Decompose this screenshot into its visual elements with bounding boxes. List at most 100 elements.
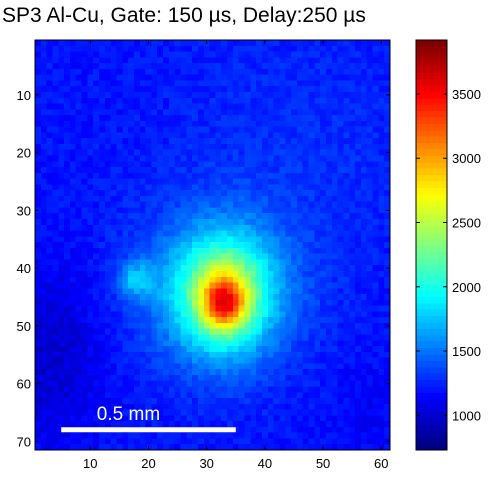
heatmap-cell <box>349 282 356 289</box>
heatmap-cell <box>366 74 374 82</box>
heatmap-cell <box>110 334 118 341</box>
heatmap-cell <box>343 438 350 445</box>
heatmap-cell <box>93 294 100 301</box>
heatmap-cell <box>250 322 257 330</box>
heatmap-cell <box>314 91 321 99</box>
heatmap-cell <box>256 143 263 151</box>
heatmap-cell <box>320 351 327 359</box>
heatmap-cell <box>128 68 135 76</box>
heatmap-cell <box>378 438 385 445</box>
heatmap-cell <box>151 328 158 336</box>
heatmap-cell <box>104 91 112 99</box>
heatmap-cell <box>203 432 211 440</box>
heatmap-cell <box>308 305 315 312</box>
heatmap-cell <box>227 270 234 278</box>
heatmap-cell <box>203 109 211 116</box>
heatmap-cell <box>99 68 106 76</box>
heatmap-cell <box>378 409 385 416</box>
heatmap-cell <box>110 340 118 347</box>
heatmap-cell <box>139 190 147 197</box>
heatmap-cell <box>35 40 42 47</box>
heatmap-cell <box>197 432 205 440</box>
heatmap-cell <box>139 322 147 330</box>
heatmap-cell <box>343 374 350 382</box>
heatmap-cell <box>203 115 211 122</box>
heatmap-cell <box>285 259 292 266</box>
heatmap-cell <box>296 317 304 324</box>
heatmap-cell <box>279 409 286 416</box>
heatmap-cell <box>75 224 83 232</box>
heatmap-cell <box>122 230 129 237</box>
heatmap-cell <box>122 219 129 226</box>
heatmap-cell <box>35 421 42 428</box>
heatmap-cell <box>285 242 292 249</box>
heatmap-cell <box>87 115 94 122</box>
heatmap-cell <box>168 63 176 70</box>
heatmap-cell <box>372 120 379 128</box>
heatmap-cell <box>349 270 356 278</box>
heatmap-cell <box>58 346 65 353</box>
heatmap-cell <box>104 351 112 359</box>
heatmap-cell <box>308 132 315 139</box>
heatmap-cell <box>40 369 48 376</box>
heatmap-cell <box>122 253 129 261</box>
heatmap-cell <box>285 190 292 197</box>
heatmap-cell <box>104 230 112 237</box>
heatmap-cell <box>308 184 315 191</box>
heatmap-cell <box>302 444 310 451</box>
colorbar-segment <box>416 385 447 393</box>
heatmap-cell <box>308 426 315 434</box>
heatmap-cell <box>64 224 71 232</box>
heatmap-cell <box>168 276 176 284</box>
heatmap-cell <box>360 80 368 87</box>
heatmap-cell <box>40 270 48 278</box>
heatmap-cell <box>116 415 123 422</box>
heatmap-cell <box>128 184 135 191</box>
heatmap-cell <box>337 230 345 237</box>
heatmap-cell <box>343 155 350 162</box>
heatmap-cell <box>69 178 77 185</box>
heatmap-cell <box>81 299 88 307</box>
heatmap-cell <box>314 305 321 312</box>
heatmap-cell <box>163 91 170 99</box>
heatmap-cell <box>186 380 193 388</box>
heatmap-cell <box>145 97 152 105</box>
heatmap-cell <box>174 115 182 122</box>
heatmap-cell <box>197 438 205 445</box>
heatmap-cell <box>133 184 141 191</box>
heatmap-cell <box>40 178 48 185</box>
heatmap-cell <box>75 403 83 411</box>
heatmap-cell <box>93 91 100 99</box>
heatmap-cell <box>81 97 88 105</box>
heatmap-cell <box>163 236 170 243</box>
heatmap-cell <box>279 259 286 266</box>
heatmap-cell <box>349 299 356 307</box>
heatmap-cell <box>35 201 42 209</box>
heatmap-cell <box>133 236 141 243</box>
heatmap-cell <box>104 207 112 214</box>
heatmap-cell <box>58 236 65 243</box>
heatmap-cell <box>197 138 205 145</box>
heatmap-cell <box>139 161 147 168</box>
heatmap-cell <box>366 288 374 295</box>
heatmap-cell <box>261 282 269 289</box>
heatmap-cell <box>308 311 315 318</box>
heatmap-cell <box>320 86 327 93</box>
heatmap-cell <box>133 415 141 422</box>
heatmap-cell <box>343 294 350 301</box>
heatmap-cell <box>145 340 152 347</box>
heatmap-cell <box>325 132 333 139</box>
heatmap-cell <box>360 317 368 324</box>
heatmap-cell <box>163 68 170 76</box>
heatmap-cell <box>267 247 275 255</box>
heatmap-cell <box>151 172 158 180</box>
heatmap-cell <box>52 120 59 128</box>
heatmap-cell <box>163 195 170 203</box>
x-tick-label: 30 <box>199 456 213 471</box>
heatmap-cell <box>128 161 135 168</box>
heatmap-cell <box>325 190 333 197</box>
heatmap-cell <box>250 305 257 312</box>
heatmap-cell <box>291 155 298 162</box>
heatmap-cell <box>139 299 147 307</box>
heatmap-cell <box>133 380 141 388</box>
